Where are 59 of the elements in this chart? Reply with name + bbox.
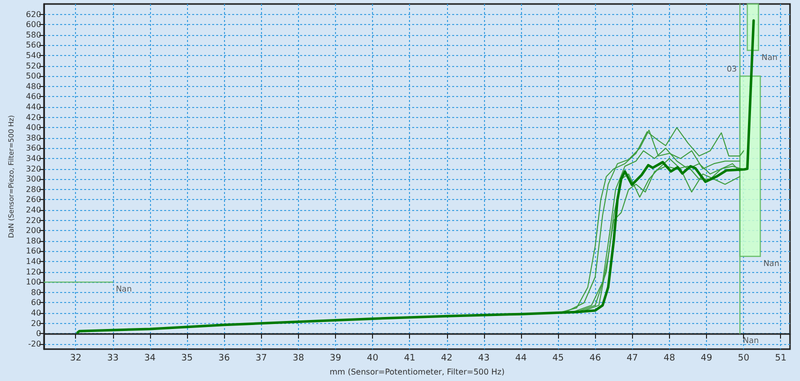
x-tick-label: 36 bbox=[218, 354, 230, 364]
x-tick-label: 39 bbox=[330, 354, 342, 364]
y-tick-label: -20 bbox=[28, 339, 42, 348]
y-tick-label: 380 bbox=[26, 133, 42, 142]
x-tick-label: 50 bbox=[738, 354, 750, 364]
y-tick-label: 20 bbox=[30, 318, 42, 328]
y-tick-label: 360 bbox=[26, 144, 42, 153]
x-tick-label: 38 bbox=[292, 354, 304, 364]
y-tick-label: 240 bbox=[26, 206, 42, 215]
y-tick-label: 540 bbox=[26, 51, 42, 60]
y-tick-label: 260 bbox=[26, 195, 42, 204]
x-tick-label: 32 bbox=[70, 354, 82, 364]
y-tick-label: 300 bbox=[26, 174, 42, 184]
x-tick-label: 35 bbox=[181, 354, 193, 364]
y-tick-label: 180 bbox=[26, 236, 42, 246]
y-tick-label: 580 bbox=[26, 30, 42, 40]
y-tick-label: 0 bbox=[36, 329, 42, 338]
y-tick-label: 460 bbox=[26, 92, 42, 102]
annotation: Nan bbox=[761, 52, 778, 62]
x-tick-label: 43 bbox=[478, 354, 490, 364]
x-tick-label: 42 bbox=[441, 354, 452, 364]
y-tick-label: 200 bbox=[26, 226, 42, 236]
x-tick-label: 48 bbox=[664, 354, 676, 364]
x-tick-label: 33 bbox=[107, 354, 119, 364]
annotation: Nan bbox=[742, 336, 759, 346]
y-tick-label: 320 bbox=[26, 164, 42, 174]
annotation: Nan bbox=[116, 284, 132, 294]
x-tick-label: 37 bbox=[256, 354, 267, 364]
x-tick-label: 49 bbox=[700, 354, 713, 364]
x-tick-label: 51 bbox=[774, 354, 786, 364]
y-tick-label: 120 bbox=[26, 267, 42, 276]
y-tick-label: 400 bbox=[26, 123, 42, 132]
x-tick-label: 47 bbox=[626, 354, 638, 364]
x-tick-label: 45 bbox=[552, 354, 564, 364]
y-tick-label: 160 bbox=[26, 246, 42, 256]
y-tick-label: 480 bbox=[26, 82, 42, 91]
x-tick-label: 46 bbox=[589, 354, 602, 364]
x-tick-label: 34 bbox=[144, 354, 156, 364]
y-tick-label: 280 bbox=[26, 184, 42, 194]
y-tick-label: 620 bbox=[26, 10, 42, 19]
x-axis-title: mm (Sensor=Potentiometer, Filter=500 Hz) bbox=[330, 368, 505, 376]
y-tick-label: 420 bbox=[26, 112, 42, 122]
y-tick-label: 520 bbox=[26, 61, 42, 70]
y-tick-label: 220 bbox=[26, 216, 42, 225]
y-tick-label: 500 bbox=[26, 72, 42, 81]
y-tick-label: 60 bbox=[30, 298, 42, 308]
y-tick-label: 80 bbox=[30, 288, 42, 297]
y-tick-label: 340 bbox=[26, 154, 42, 164]
annotation: 03 bbox=[726, 64, 737, 74]
y-tick-label: 600 bbox=[26, 20, 42, 30]
x-tick-label: 44 bbox=[515, 354, 527, 364]
y-tick-label: 40 bbox=[30, 308, 42, 318]
x-tick-label: 41 bbox=[404, 354, 416, 364]
y-tick-label: 440 bbox=[26, 102, 42, 112]
y-tick-label: 140 bbox=[26, 257, 42, 266]
y-tick-label: 100 bbox=[26, 278, 42, 287]
annotation: Nan bbox=[763, 258, 780, 268]
x-tick-label: 40 bbox=[366, 354, 379, 364]
y-tick-label: 560 bbox=[26, 40, 42, 50]
